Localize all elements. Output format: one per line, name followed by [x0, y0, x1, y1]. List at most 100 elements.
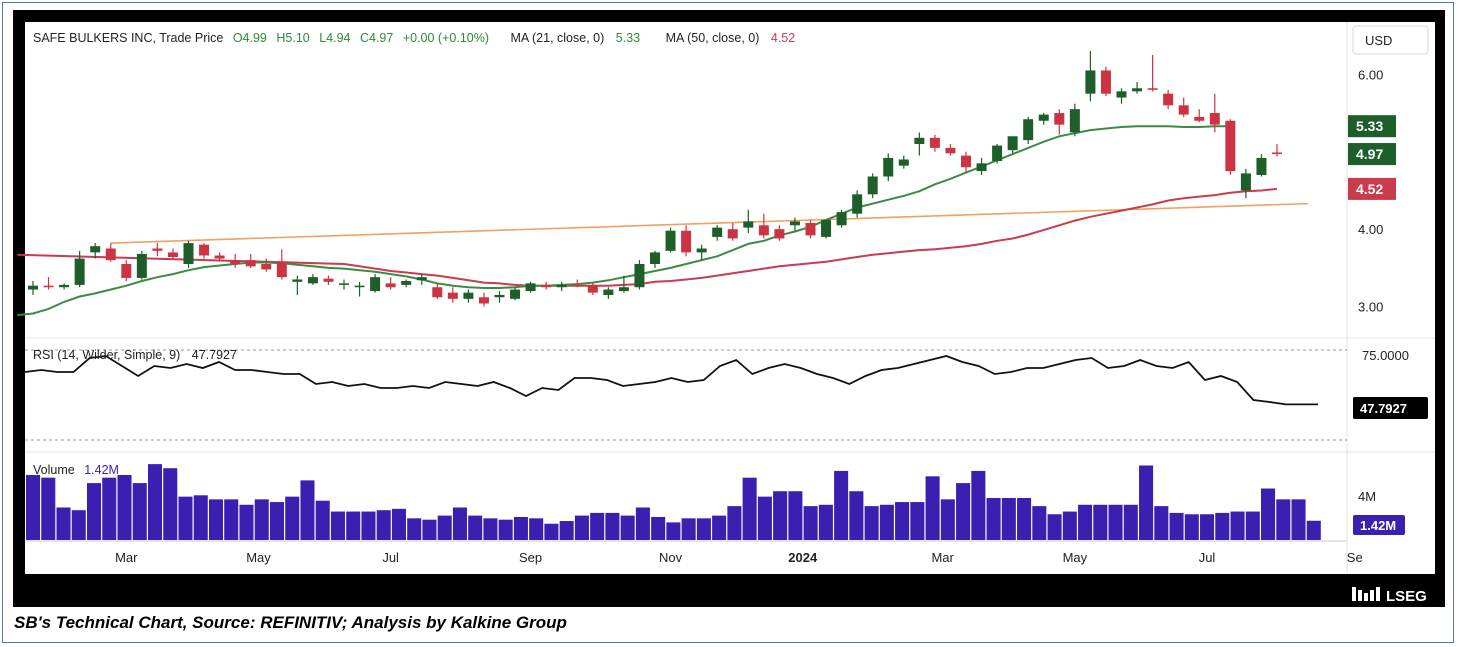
candle [1038, 113, 1049, 125]
candle [1209, 93, 1220, 133]
candle-body [961, 155, 971, 168]
legend-ma21-label: MA (21, close, 0) [510, 31, 604, 45]
candle-body [898, 159, 909, 166]
candle-body [416, 277, 427, 281]
candle [1178, 97, 1189, 117]
lseg-logo-icon [1352, 587, 1380, 601]
currency-button[interactable] [1352, 25, 1429, 55]
candle [805, 219, 816, 239]
candle [478, 292, 489, 307]
volume-bar [1184, 514, 1199, 540]
candle-body [883, 157, 894, 177]
x-axis-label: Mar [931, 550, 954, 565]
rsi-value-tag [1353, 397, 1428, 419]
volume-bar [590, 512, 605, 540]
candle-body [1209, 113, 1220, 125]
volume-bar [452, 507, 467, 540]
candle-body [743, 221, 754, 228]
candle [230, 253, 241, 268]
candle-body [43, 285, 54, 288]
candle-body [603, 289, 614, 295]
volume-bar [574, 515, 589, 540]
candle-body [28, 285, 38, 290]
volume-bar [407, 518, 422, 540]
volume-bar [163, 468, 178, 540]
volume-bar [1062, 511, 1077, 540]
volume-bar [986, 498, 1001, 540]
candle [339, 279, 349, 290]
volume-bar [681, 518, 696, 540]
candle [774, 225, 785, 241]
price-axis-tick: 4.00 [1358, 222, 1383, 237]
x-axis-label: Sep [519, 550, 542, 565]
candle-body [525, 283, 536, 292]
candle-body [836, 212, 847, 226]
candle [276, 249, 287, 280]
candle [961, 151, 971, 174]
close-value-tag-text: 4.97 [1356, 146, 1383, 162]
candle-body [214, 255, 225, 259]
volume-bar [26, 474, 41, 540]
volume-pane [26, 464, 1321, 540]
candle [945, 144, 956, 156]
candle [136, 250, 147, 280]
candle-body [152, 248, 163, 251]
volume-bar [1230, 511, 1245, 540]
candle [634, 260, 645, 290]
candle-body [681, 230, 692, 253]
candle-body [1178, 105, 1189, 115]
x-axis-label: Se [1347, 550, 1363, 565]
candle-body [712, 227, 723, 237]
candle-body [307, 277, 318, 284]
candle-body [1225, 120, 1236, 172]
x-axis-label: May [246, 550, 271, 565]
x-axis: Mar May Jul Sep Nov 2024 Mar May Jul Se [115, 550, 1363, 565]
candle-body [432, 287, 443, 298]
volume-bar [269, 502, 284, 540]
candle-body [587, 284, 598, 293]
volume-bar [895, 502, 910, 540]
candle [758, 213, 769, 239]
volume-bar [147, 464, 163, 540]
candle-body [1256, 157, 1267, 175]
volume-bar [605, 512, 620, 540]
candle [183, 240, 194, 268]
candle-body [510, 289, 521, 299]
volume-legend-label: Volume [33, 463, 75, 477]
candle [665, 227, 676, 253]
volume-bar [330, 511, 345, 540]
candle [976, 157, 987, 175]
candle-body [339, 283, 349, 285]
candle-body [1116, 91, 1127, 98]
volume-axis-tick: 4M [1358, 489, 1376, 504]
rsi-line [24, 355, 1318, 406]
volume-bar [1093, 504, 1108, 540]
legend-ma50-value: 4.52 [771, 31, 795, 45]
volume-bar [468, 515, 483, 540]
volume-legend-value: 1.42M [84, 463, 119, 477]
legend-ma21-value: 5.33 [616, 31, 640, 45]
candle-body [665, 230, 676, 251]
ma21-value-tag [1348, 115, 1396, 138]
volume-value-tag [1353, 515, 1405, 535]
rsi-legend-label: RSI (14, Wilder, Simple, 9) [33, 348, 180, 362]
volume-bar [1169, 512, 1184, 540]
volume-bar [254, 499, 269, 540]
candle [152, 243, 163, 257]
volume-bar [376, 510, 391, 540]
volume-bar [1032, 506, 1047, 540]
volume-bar [208, 499, 224, 540]
candle [510, 287, 521, 301]
candle-body [478, 297, 489, 304]
x-axis-label: Nov [659, 550, 683, 565]
rsi-legend-value: 47.7927 [192, 348, 237, 362]
candle-body [199, 244, 210, 256]
figure-caption: SB's Technical Chart, Source: REFINITIV;… [14, 613, 567, 632]
candle-body [245, 260, 256, 267]
legend-open: O4.99 [233, 31, 267, 45]
candle-body [1023, 119, 1034, 141]
candle-body [401, 281, 412, 285]
candle-body [650, 252, 660, 264]
